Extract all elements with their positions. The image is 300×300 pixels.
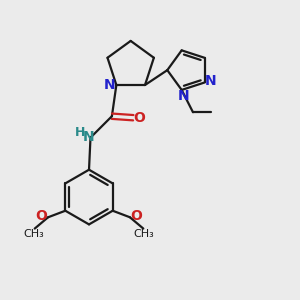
Text: CH₃: CH₃ — [134, 229, 154, 239]
Text: N: N — [177, 89, 189, 103]
Text: O: O — [130, 209, 142, 223]
Text: N: N — [205, 74, 217, 88]
Text: H: H — [75, 126, 85, 139]
Text: N: N — [83, 130, 95, 144]
Text: CH₃: CH₃ — [24, 229, 44, 239]
Text: O: O — [133, 111, 145, 125]
Text: O: O — [36, 209, 47, 223]
Text: N: N — [104, 78, 116, 92]
